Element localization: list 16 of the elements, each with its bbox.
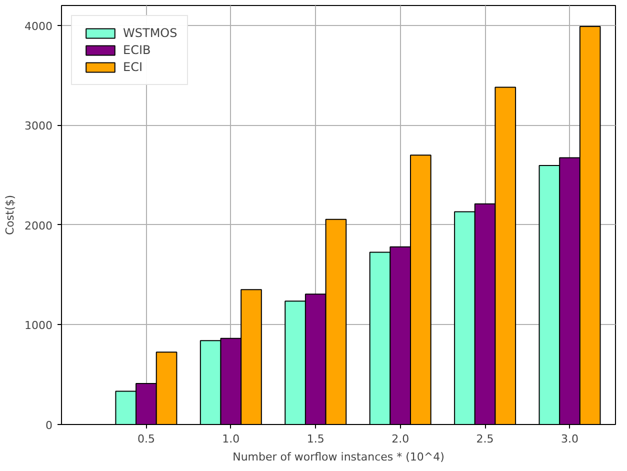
x-tick-label: 2.5 <box>476 432 494 446</box>
x-tick-label: 1.5 <box>306 432 324 446</box>
x-axis-title: Number of worflow instances * (10^4) <box>232 450 444 464</box>
y-axis-title: Cost($) <box>4 194 17 236</box>
x-tick-label: 1.0 <box>222 432 240 446</box>
x-tick-label: 3.0 <box>561 432 579 446</box>
legend-label: ECI <box>123 60 143 74</box>
x-tick-label: 2.0 <box>392 432 410 446</box>
y-tick-label: 2000 <box>24 219 53 232</box>
y-tick-label: 3000 <box>24 120 53 133</box>
y-tick-label: 0 <box>46 419 52 432</box>
y-tick-label: 1000 <box>24 319 53 332</box>
legend-label: ECIB <box>123 43 151 57</box>
x-tick-label: 0.5 <box>137 432 155 446</box>
legend-label: WSTMOS <box>123 26 178 40</box>
y-tick-label: 4000 <box>24 20 53 33</box>
